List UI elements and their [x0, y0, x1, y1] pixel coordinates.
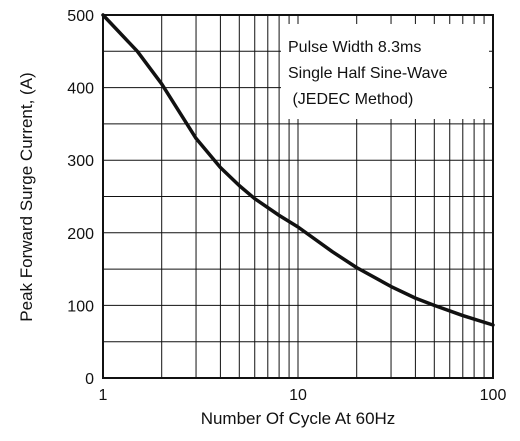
series-line-0 — [101, 13, 495, 327]
annotation-background — [281, 24, 489, 119]
x-tick-label: 10 — [289, 387, 307, 404]
annotation-line-2: Single Half Sine-Wave — [288, 65, 448, 82]
x-axis-title: Number Of Cycle At 60Hz — [201, 409, 396, 428]
series-layer — [101, 13, 495, 327]
y-tick-label: 500 — [67, 8, 94, 25]
y-tick-label: 100 — [67, 298, 94, 315]
annotation-line-3: (JEDEC Method) — [288, 91, 413, 108]
y-tick-label: 200 — [67, 226, 94, 243]
x-tick-label: 100 — [480, 387, 507, 404]
x-tick-labels: 1 10 100 — [99, 387, 507, 404]
y-tick-labels: 0 100 200 300 400 500 — [67, 8, 94, 388]
annotation-box: Pulse Width 8.3ms Single Half Sine-Wave … — [281, 24, 489, 119]
x-tick-label: 1 — [99, 387, 108, 404]
y-tick-label: 0 — [85, 371, 94, 388]
y-tick-label: 400 — [67, 81, 94, 98]
annotation-line-1: Pulse Width 8.3ms — [288, 39, 421, 56]
y-tick-label: 300 — [67, 153, 94, 170]
y-axis-title: Peak Forward Surge Current, (A) — [17, 72, 36, 321]
plot-frame — [102, 14, 494, 379]
